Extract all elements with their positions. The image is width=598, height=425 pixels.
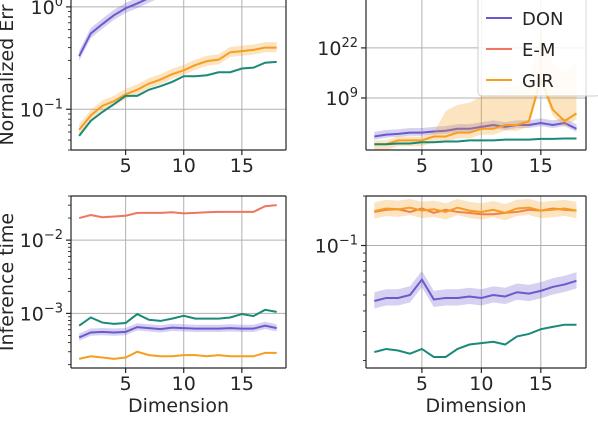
y-tick-label: 10−1 — [20, 97, 63, 121]
x-tick-label: 10 — [172, 155, 196, 177]
x-tick-label: 5 — [120, 373, 132, 395]
series-line-don — [78, 324, 277, 339]
x-tick-label: 10 — [469, 155, 493, 177]
series-line-gir — [374, 206, 577, 214]
x-axis-label: Dimension — [426, 395, 527, 417]
y-axis-label: Normalized Err — [0, 4, 18, 145]
series-line-don — [374, 121, 577, 138]
series-line-don — [374, 277, 577, 302]
x-tick-label: 5 — [416, 373, 428, 395]
series-group — [78, 204, 277, 360]
panel-bottom-right: 5 10 15 10−1 Dimension — [315, 195, 587, 417]
y-tick-label: 10−2 — [20, 228, 63, 252]
y-tick-label: 1022 — [317, 36, 358, 60]
x-tick-label: 10 — [469, 373, 493, 395]
series-group — [78, 0, 277, 137]
series-line-gnn — [78, 308, 277, 327]
series-line-gir — [78, 46, 277, 131]
band-don — [374, 270, 577, 309]
x-tick-label: 5 — [416, 155, 428, 177]
y-tick-label: 109 — [326, 86, 358, 110]
y-axis-label: Inference time — [0, 213, 18, 351]
x-tick-label: 10 — [172, 373, 196, 395]
x-axis-label: Dimension — [128, 395, 229, 417]
x-tick-label: 15 — [529, 155, 553, 177]
series-line-e-m — [78, 204, 277, 220]
legend-box — [477, 0, 598, 97]
band-gir — [374, 198, 577, 221]
x-tick-label: 5 — [120, 155, 132, 177]
x-tick-label: 15 — [230, 373, 254, 395]
series-line-gir — [78, 350, 277, 360]
x-tick-label: 15 — [230, 155, 254, 177]
legend: DON E-M GIR — [477, 0, 598, 97]
series-line-gnn — [374, 323, 577, 358]
y-tick-label: 10−1 — [315, 234, 358, 258]
x-tick-label: 15 — [529, 373, 553, 395]
legend-label-gir: GIR — [522, 71, 554, 92]
legend-label-e-m: E-M — [522, 40, 555, 61]
band-don — [374, 118, 577, 140]
panel-top-left: 5 10 15 10−1 100 Normalized Err — [0, 0, 287, 177]
y-tick-label: 100 — [31, 0, 63, 19]
band-don — [79, 321, 277, 341]
series-line-gnn — [78, 60, 277, 137]
band-gir — [79, 42, 277, 135]
panel-top-right: 5 10 15 109 1022 DON E-M GIR — [317, 0, 598, 177]
series-line-don — [78, 0, 148, 57]
y-tick-label: 10−3 — [20, 301, 63, 325]
series-group — [374, 198, 577, 358]
series-line-gnn — [374, 137, 577, 146]
legend-label-don: DON — [522, 9, 564, 30]
